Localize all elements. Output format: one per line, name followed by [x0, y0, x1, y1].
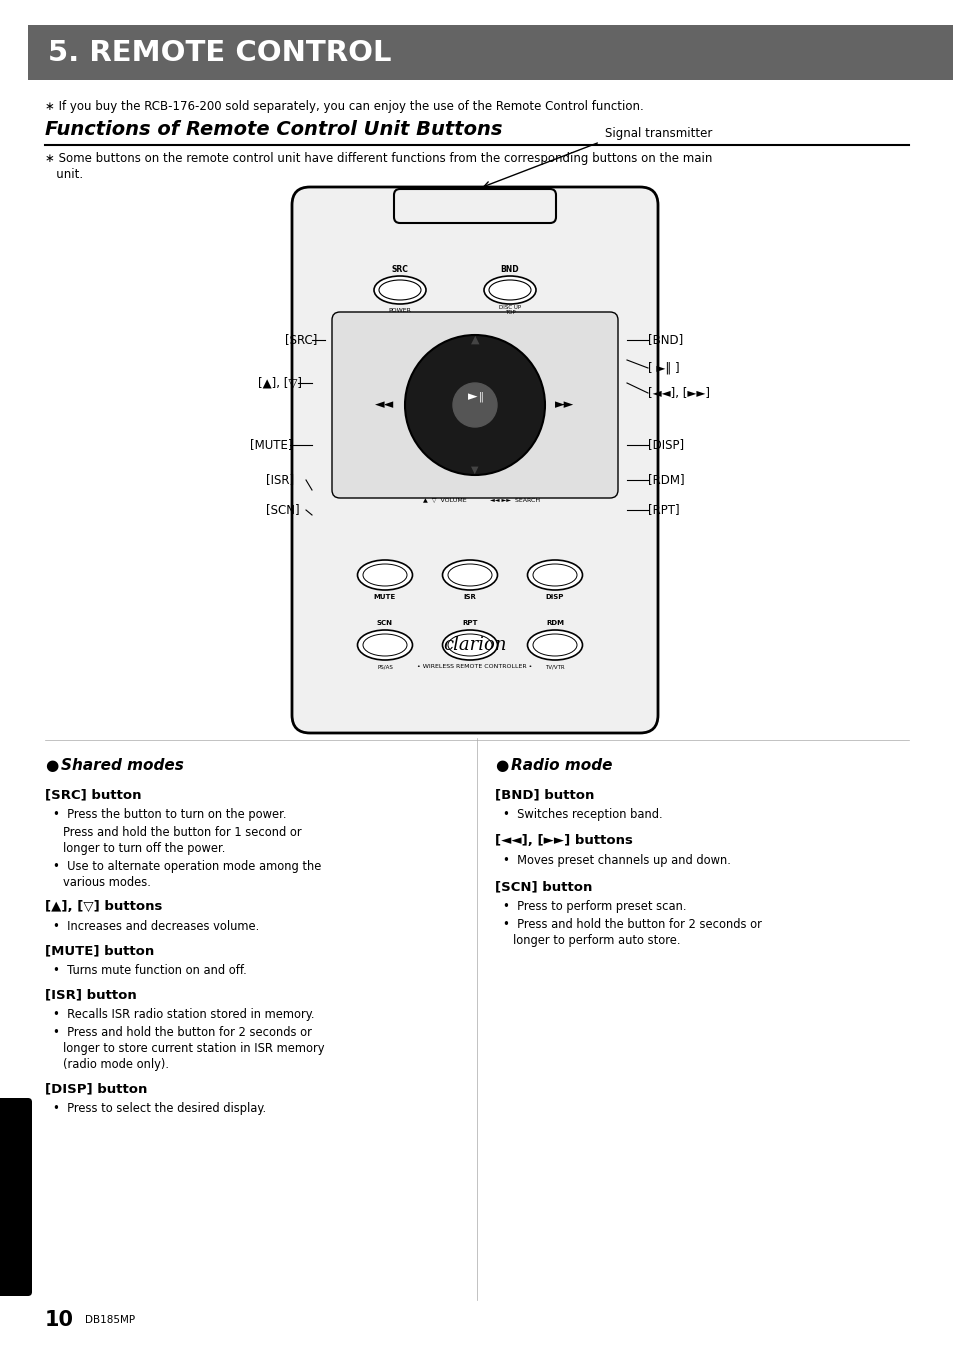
Text: POWER: POWER: [388, 307, 411, 312]
Text: [SCN] button: [SCN] button: [495, 880, 592, 894]
Text: [RPT]: [RPT]: [647, 503, 679, 516]
Text: [ ►‖ ]: [ ►‖ ]: [647, 361, 679, 375]
Text: MUTE: MUTE: [374, 594, 395, 600]
Text: Functions of Remote Control Unit Buttons: Functions of Remote Control Unit Buttons: [45, 120, 502, 139]
Text: SCN: SCN: [376, 621, 393, 626]
Text: 10: 10: [45, 1310, 74, 1330]
Text: [DISP]: [DISP]: [647, 438, 683, 452]
FancyBboxPatch shape: [0, 1098, 32, 1297]
Text: [▲], [▽] buttons: [▲], [▽] buttons: [45, 900, 162, 913]
Ellipse shape: [533, 634, 577, 656]
Text: [MUTE] button: [MUTE] button: [45, 944, 154, 957]
Text: [▲], [▽]: [▲], [▽]: [257, 376, 302, 389]
Text: RDM: RDM: [545, 621, 563, 626]
Ellipse shape: [357, 560, 412, 589]
FancyBboxPatch shape: [28, 24, 953, 80]
Text: •  Press to perform preset scan.: • Press to perform preset scan.: [502, 900, 686, 913]
Text: [DISP] button: [DISP] button: [45, 1082, 147, 1095]
FancyBboxPatch shape: [394, 189, 556, 223]
Text: •  Press and hold the button for 2 seconds or: • Press and hold the button for 2 second…: [502, 918, 761, 932]
Text: longer to turn off the power.: longer to turn off the power.: [63, 842, 225, 854]
Text: [◄◄], [►►] buttons: [◄◄], [►►] buttons: [495, 834, 632, 846]
Text: •  Switches reception band.: • Switches reception band.: [502, 808, 662, 821]
Text: ▲  ▽  VOLUME: ▲ ▽ VOLUME: [423, 498, 466, 503]
Text: various modes.: various modes.: [63, 876, 151, 890]
Text: [SCN]: [SCN]: [266, 503, 299, 516]
Text: •  Use to alternate operation mode among the: • Use to alternate operation mode among …: [53, 860, 321, 873]
Text: 5. REMOTE CONTROL: 5. REMOTE CONTROL: [48, 39, 391, 68]
Ellipse shape: [527, 560, 582, 589]
Text: DB185MP: DB185MP: [85, 1315, 135, 1325]
Text: RPT: RPT: [462, 621, 477, 626]
Text: •  Moves preset channels up and down.: • Moves preset channels up and down.: [502, 854, 730, 867]
FancyBboxPatch shape: [292, 187, 658, 733]
Text: Radio mode: Radio mode: [511, 758, 612, 773]
Text: •  Press to select the desired display.: • Press to select the desired display.: [53, 1102, 266, 1115]
Text: ∗ Some buttons on the remote control unit have different functions from the corr: ∗ Some buttons on the remote control uni…: [45, 151, 712, 165]
FancyBboxPatch shape: [332, 312, 618, 498]
Text: [ISR]: [ISR]: [266, 473, 294, 487]
Text: ◄◄ ►►  SEARCH: ◄◄ ►► SEARCH: [490, 498, 539, 503]
Text: Signal transmitter: Signal transmitter: [604, 127, 712, 141]
Text: • WIRELESS REMOTE CONTROLLER •: • WIRELESS REMOTE CONTROLLER •: [416, 664, 532, 669]
Text: TV/VTR: TV/VTR: [544, 664, 564, 669]
Text: [BND] button: [BND] button: [495, 788, 594, 800]
Circle shape: [405, 335, 544, 475]
Text: (radio mode only).: (radio mode only).: [63, 1059, 169, 1071]
Ellipse shape: [448, 634, 492, 656]
Text: ISR: ISR: [463, 594, 476, 600]
Text: ►: ►: [468, 391, 477, 403]
Text: [RDM]: [RDM]: [647, 473, 684, 487]
Text: •  Press the button to turn on the power.: • Press the button to turn on the power.: [53, 808, 286, 821]
Text: [MUTE]: [MUTE]: [250, 438, 293, 452]
Text: •  Recalls ISR radio station stored in memory.: • Recalls ISR radio station stored in me…: [53, 1009, 314, 1021]
Text: Press and hold the button for 1 second or: Press and hold the button for 1 second o…: [63, 826, 301, 840]
Text: ▲: ▲: [470, 335, 478, 345]
Text: [SRC] button: [SRC] button: [45, 788, 141, 800]
Ellipse shape: [378, 280, 420, 300]
Text: ►►: ►►: [555, 399, 574, 411]
Ellipse shape: [374, 276, 426, 304]
Ellipse shape: [357, 630, 412, 660]
Text: unit.: unit.: [45, 168, 83, 181]
Text: •  Increases and decreases volume.: • Increases and decreases volume.: [53, 919, 259, 933]
Text: [BND]: [BND]: [647, 334, 682, 346]
Text: [SRC]: [SRC]: [285, 334, 317, 346]
Text: ●: ●: [495, 758, 508, 773]
Text: •  Press and hold the button for 2 seconds or: • Press and hold the button for 2 second…: [53, 1026, 312, 1038]
Text: English: English: [8, 131, 20, 178]
Ellipse shape: [442, 630, 497, 660]
Ellipse shape: [448, 564, 492, 585]
Text: SRC: SRC: [391, 265, 408, 274]
Text: Shared modes: Shared modes: [61, 758, 184, 773]
Text: ∗ If you buy the RCB-176-200 sold separately, you can enjoy the use of the Remot: ∗ If you buy the RCB-176-200 sold separa…: [45, 100, 643, 114]
Text: [◄◄], [►►]: [◄◄], [►►]: [647, 387, 709, 399]
Text: PS/AS: PS/AS: [376, 664, 393, 669]
Ellipse shape: [527, 630, 582, 660]
Circle shape: [453, 383, 497, 427]
Text: ▼: ▼: [471, 465, 478, 475]
Text: •  Turns mute function on and off.: • Turns mute function on and off.: [53, 964, 247, 977]
Text: longer to store current station in ISR memory: longer to store current station in ISR m…: [63, 1042, 324, 1055]
Text: BND: BND: [500, 265, 518, 274]
Text: DISP: DISP: [545, 594, 563, 600]
Ellipse shape: [489, 280, 531, 300]
Text: DISC UP
TOP: DISC UP TOP: [498, 304, 520, 315]
Text: longer to perform auto store.: longer to perform auto store.: [513, 934, 679, 946]
Text: [ISR] button: [ISR] button: [45, 988, 136, 1000]
Ellipse shape: [483, 276, 536, 304]
Text: ‖: ‖: [478, 392, 483, 403]
Ellipse shape: [363, 634, 407, 656]
Ellipse shape: [442, 560, 497, 589]
Ellipse shape: [363, 564, 407, 585]
Ellipse shape: [533, 564, 577, 585]
Text: ◄◄: ◄◄: [375, 399, 395, 411]
Text: clarion: clarion: [443, 635, 506, 654]
Text: ●: ●: [45, 758, 58, 773]
